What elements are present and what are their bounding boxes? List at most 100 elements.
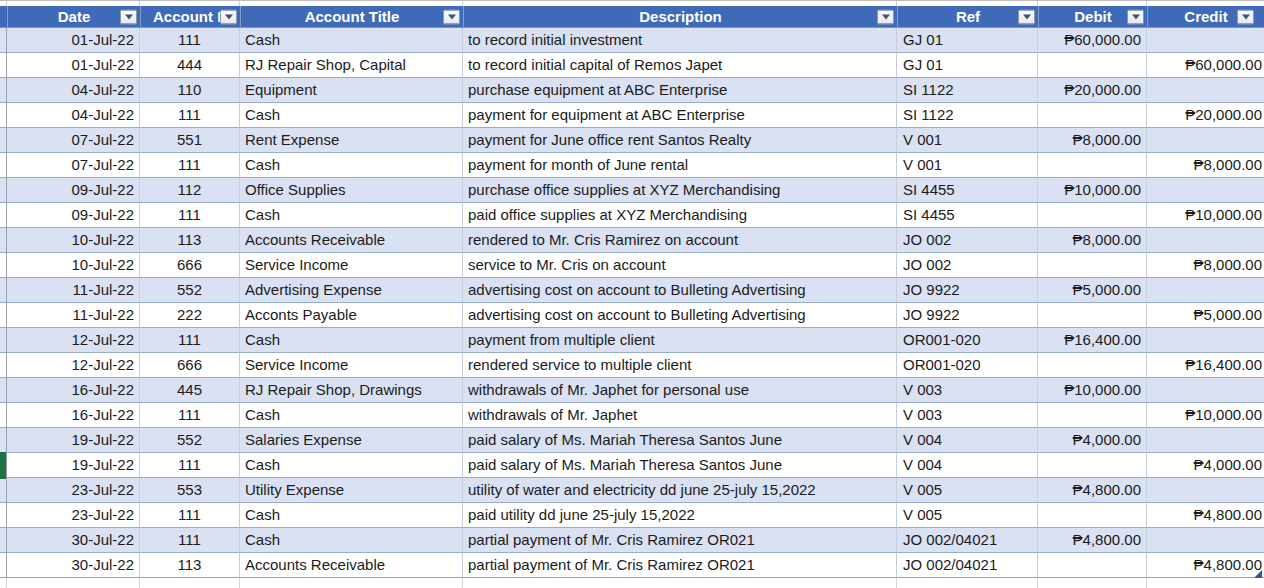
cell-credit[interactable] <box>1147 278 1264 303</box>
cell-credit[interactable] <box>1147 28 1264 53</box>
cell-credit[interactable] <box>1147 328 1264 353</box>
cell-account-title[interactable]: Cash <box>240 28 463 53</box>
cell-account-no[interactable]: 113 <box>140 228 240 253</box>
cell-date[interactable]: 23-Jul-22 <box>7 478 140 503</box>
cell-account-no[interactable]: 111 <box>140 528 240 553</box>
cell-account-title[interactable]: Utility Expense <box>240 478 463 503</box>
cell-debit[interactable]: ₱60,000.00 <box>1038 28 1147 53</box>
cell-date[interactable]: 23-Jul-22 <box>7 503 140 528</box>
cell-debit[interactable]: ₱20,000.00 <box>1038 78 1147 103</box>
cell-description[interactable]: purchase equipment at ABC Enterprise <box>463 78 897 103</box>
row-spacer-cell[interactable] <box>0 503 7 528</box>
cell-description[interactable]: advertising cost on account to Bulleting… <box>463 303 897 328</box>
cell-credit[interactable] <box>1147 128 1264 153</box>
filter-dropdown-button[interactable] <box>1237 9 1254 24</box>
cell-debit[interactable] <box>1038 553 1147 578</box>
cell-account-no[interactable]: 553 <box>140 478 240 503</box>
cell-debit[interactable]: ₱16,400.00 <box>1038 328 1147 353</box>
cell-account-title[interactable]: Cash <box>240 453 463 478</box>
cell-ref[interactable]: V 001 <box>897 128 1038 153</box>
filter-dropdown-button[interactable] <box>1018 9 1035 24</box>
cell-debit[interactable]: ₱4,800.00 <box>1038 528 1147 553</box>
cell-ref[interactable]: SI 1122 <box>897 78 1038 103</box>
cell-account-no[interactable]: 222 <box>140 303 240 328</box>
cell-credit[interactable]: ₱8,000.00 <box>1147 153 1264 178</box>
row-spacer-cell[interactable] <box>0 128 7 153</box>
cell-ref[interactable]: V 004 <box>897 428 1038 453</box>
row-spacer-cell[interactable] <box>0 103 7 128</box>
cell-account-title[interactable]: Salaries Expense <box>240 428 463 453</box>
cell-ref[interactable]: GJ 01 <box>897 53 1038 78</box>
filter-dropdown-button[interactable] <box>443 9 460 24</box>
row-spacer-cell[interactable] <box>0 553 7 578</box>
cell-description[interactable]: utility of water and electricity dd june… <box>463 478 897 503</box>
row-spacer-cell[interactable] <box>0 178 7 203</box>
row-spacer-cell[interactable] <box>0 153 7 178</box>
cell-credit[interactable] <box>1147 78 1264 103</box>
filter-dropdown-button[interactable] <box>1127 9 1144 24</box>
cell-date[interactable]: 10-Jul-22 <box>7 228 140 253</box>
cell-account-no[interactable]: 552 <box>140 278 240 303</box>
cell-ref[interactable]: JO 9922 <box>897 278 1038 303</box>
cell-account-title[interactable]: Acconts Payable <box>240 303 463 328</box>
cell-account-no[interactable]: 111 <box>140 103 240 128</box>
cell-account-title[interactable]: Advertising Expense <box>240 278 463 303</box>
cell-debit[interactable] <box>1038 53 1147 78</box>
cell-date[interactable]: 01-Jul-22 <box>7 53 140 78</box>
cell-description[interactable]: rendered to Mr. Cris Ramirez on account <box>463 228 897 253</box>
row-spacer-cell[interactable] <box>0 478 7 503</box>
cell-account-title[interactable]: Equipment <box>240 78 463 103</box>
cell-debit[interactable]: ₱4,800.00 <box>1038 478 1147 503</box>
cell-account-no[interactable]: 110 <box>140 78 240 103</box>
cell-debit[interactable] <box>1038 153 1147 178</box>
cell-description[interactable]: to record initial capital of Remos Japet <box>463 53 897 78</box>
cell-date[interactable]: 12-Jul-22 <box>7 328 140 353</box>
row-spacer-cell[interactable] <box>0 278 7 303</box>
cell-description[interactable]: partial payment of Mr. Cris Ramirez OR02… <box>463 553 897 578</box>
cell-debit[interactable] <box>1038 203 1147 228</box>
cell-description[interactable]: service to Mr. Cris on account <box>463 253 897 278</box>
filter-dropdown-button[interactable] <box>877 9 894 24</box>
cell-description[interactable]: payment for equipment at ABC Enterprise <box>463 103 897 128</box>
cell-ref[interactable]: SI 4455 <box>897 178 1038 203</box>
cell-credit[interactable]: ₱5,000.00 <box>1147 303 1264 328</box>
cell-description[interactable]: paid salary of Ms. Mariah Theresa Santos… <box>463 428 897 453</box>
cell-account-title[interactable]: RJ Repair Shop, Drawings <box>240 378 463 403</box>
cell-debit[interactable] <box>1038 403 1147 428</box>
cell-date[interactable]: 10-Jul-22 <box>7 253 140 278</box>
cell-date[interactable]: 16-Jul-22 <box>7 403 140 428</box>
row-spacer-cell[interactable] <box>0 403 7 428</box>
cell-credit[interactable]: ₱8,000.00 <box>1147 253 1264 278</box>
cell-description[interactable]: withdrawals of Mr. Japhet for personal u… <box>463 378 897 403</box>
cell-description[interactable]: paid utility dd june 25-july 15,2022 <box>463 503 897 528</box>
cell-credit[interactable] <box>1147 178 1264 203</box>
cell-description[interactable]: payment from multiple client <box>463 328 897 353</box>
cell-description[interactable]: payment for June office rent Santos Real… <box>463 128 897 153</box>
cell-ref[interactable]: SI 4455 <box>897 203 1038 228</box>
cell-debit[interactable]: ₱10,000.00 <box>1038 378 1147 403</box>
cell-date[interactable]: 19-Jul-22 <box>7 453 140 478</box>
cell-account-title[interactable]: Accounts Receivable <box>240 553 463 578</box>
cell-description[interactable]: paid office supplies at XYZ Merchandisin… <box>463 203 897 228</box>
cell-account-no[interactable]: 111 <box>140 28 240 53</box>
cell-description[interactable]: to record initial investment <box>463 28 897 53</box>
cell-account-no[interactable]: 445 <box>140 378 240 403</box>
cell-account-no[interactable]: 551 <box>140 128 240 153</box>
cell-account-no[interactable]: 111 <box>140 328 240 353</box>
cell-ref[interactable]: JO 002/04021 <box>897 553 1038 578</box>
cell-debit[interactable] <box>1038 503 1147 528</box>
cell-account-title[interactable]: Cash <box>240 203 463 228</box>
row-spacer-cell[interactable] <box>0 303 7 328</box>
cell-ref[interactable]: V 003 <box>897 378 1038 403</box>
cell-ref[interactable]: V 005 <box>897 478 1038 503</box>
cell-ref[interactable]: V 003 <box>897 403 1038 428</box>
cell-credit[interactable] <box>1147 428 1264 453</box>
cell-debit[interactable]: ₱10,000.00 <box>1038 178 1147 203</box>
cell-debit[interactable]: ₱4,000.00 <box>1038 428 1147 453</box>
cell-ref[interactable]: V 004 <box>897 453 1038 478</box>
cell-credit[interactable]: ₱4,800.00 <box>1147 553 1264 578</box>
row-spacer-cell[interactable] <box>0 228 7 253</box>
cell-debit[interactable] <box>1038 453 1147 478</box>
cell-date[interactable]: 30-Jul-22 <box>7 528 140 553</box>
cell-account-no[interactable]: 113 <box>140 553 240 578</box>
